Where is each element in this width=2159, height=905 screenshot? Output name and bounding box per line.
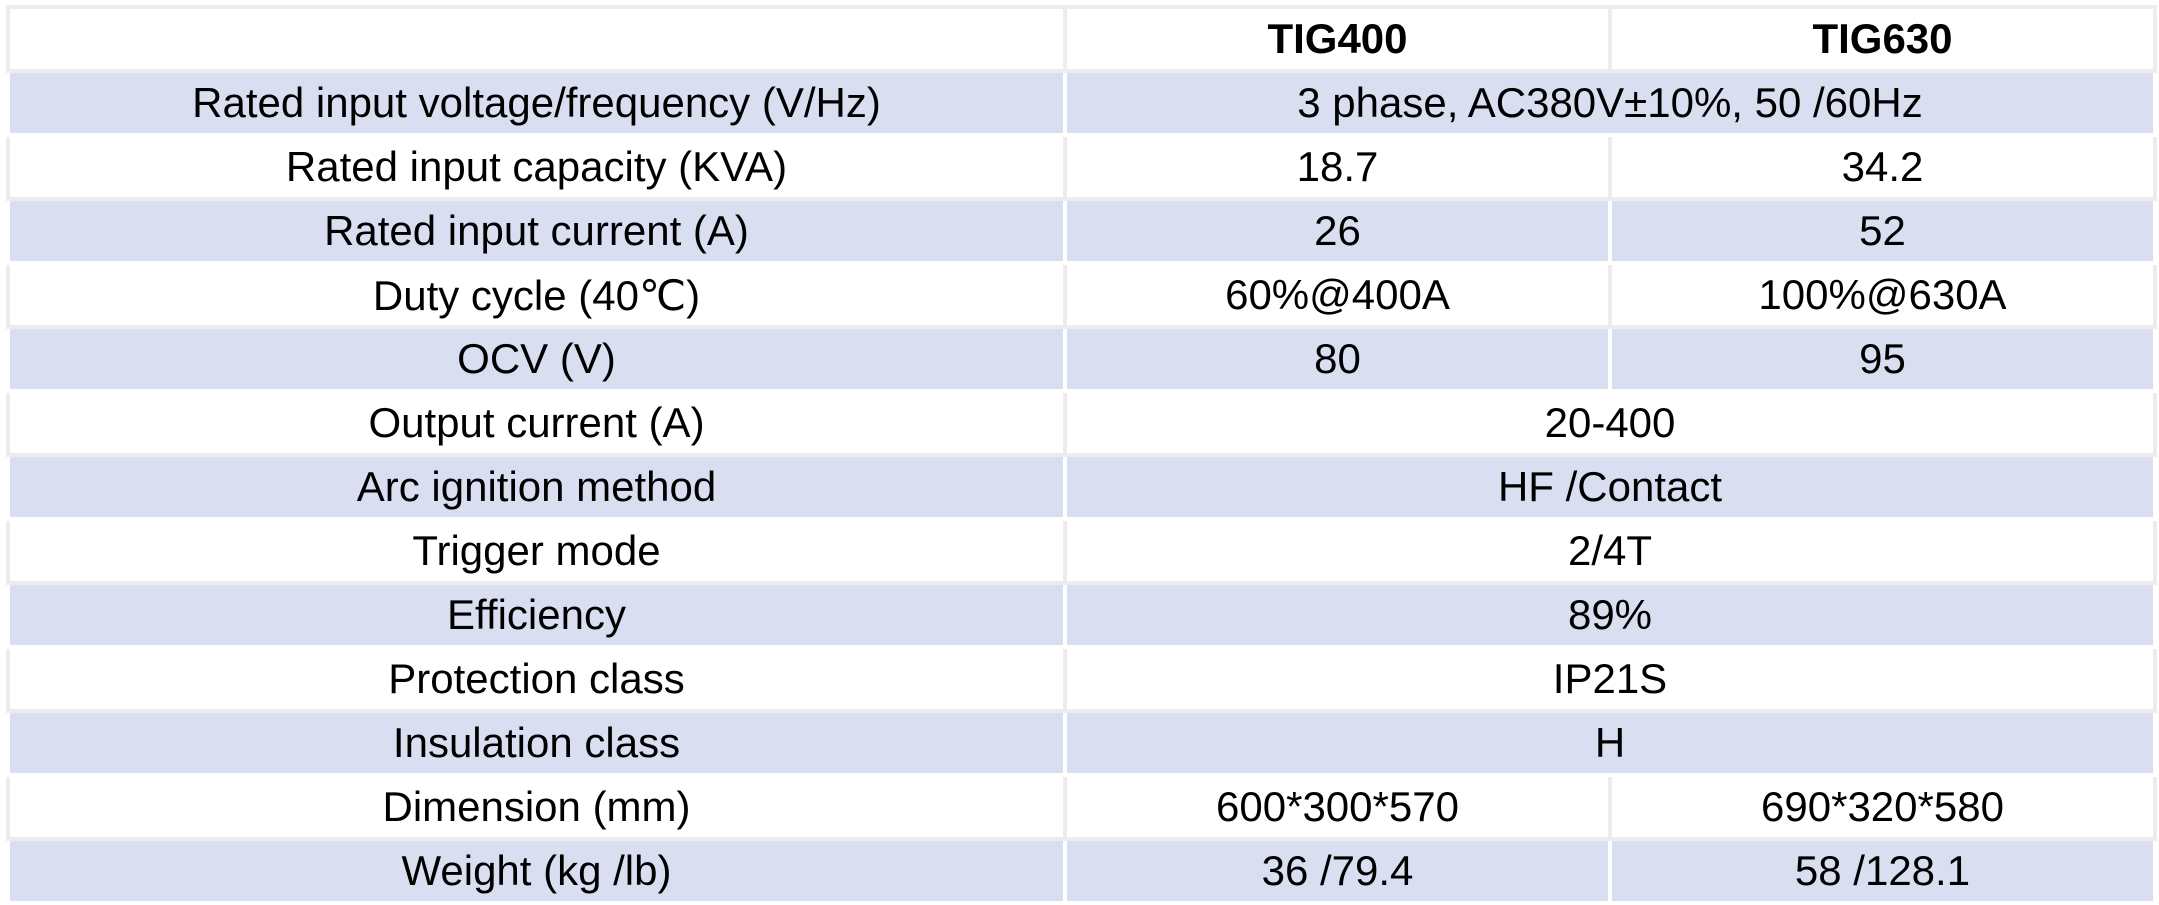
row-label-cell: Arc ignition method [6,453,1067,521]
row-tig630-value-cell: 58 /128.1 [1608,837,2157,905]
row-tig630-value-cell: 690*320*580 [1608,773,2157,841]
header-row: TIG400 TIG630 [6,5,2157,73]
table-row: Dimension (mm) 600*300*570 690*320*580 [6,773,2157,841]
row-label-cell: Trigger mode [6,517,1067,585]
row-label-cell: Weight (kg /lb) [6,837,1067,905]
spec-table-body: TIG400 TIG630 Rated input voltage/freque… [6,5,2157,905]
row-label-cell: Protection class [6,645,1067,713]
row-tig400-value-cell: 60%@400A [1063,261,1612,329]
table-row: Arc ignition method HF /Contact [6,453,2157,521]
table-row: Duty cycle (40℃) 60%@400A 100%@630A [6,261,2157,329]
row-label-cell: Rated input voltage/frequency (V/Hz) [6,69,1067,137]
row-shared-value-cell: H [1063,709,2157,777]
row-label-cell: OCV (V) [6,325,1067,393]
row-tig630-value-cell: 34.2 [1608,133,2157,201]
header-cell-tig400: TIG400 [1063,5,1612,73]
row-label-cell: Rated input capacity (KVA) [6,133,1067,201]
row-shared-value-cell: IP21S [1063,645,2157,713]
table-row: OCV (V) 80 95 [6,325,2157,393]
table-row: Protection class IP21S [6,645,2157,713]
row-label-cell: Efficiency [6,581,1067,649]
row-shared-value-cell: 2/4T [1063,517,2157,585]
row-tig630-value-cell: 95 [1608,325,2157,393]
row-shared-value-cell: HF /Contact [1063,453,2157,521]
row-label-cell: Output current (A) [6,389,1067,457]
header-cell-empty [6,5,1067,73]
row-tig400-value-cell: 18.7 [1063,133,1612,201]
table-row: Rated input capacity (KVA) 18.7 34.2 [6,133,2157,201]
row-tig630-value-cell: 100%@630A [1608,261,2157,329]
table-row: Insulation class H [6,709,2157,777]
table-row: Rated input current (A) 26 52 [6,197,2157,265]
row-shared-value-cell: 20-400 [1063,389,2157,457]
table-row: Efficiency 89% [6,581,2157,649]
table-row: Output current (A) 20-400 [6,389,2157,457]
row-tig630-value-cell: 52 [1608,197,2157,265]
row-shared-value-cell: 89% [1063,581,2157,649]
row-tig400-value-cell: 26 [1063,197,1612,265]
row-label-cell: Duty cycle (40℃) [6,261,1067,329]
row-label-cell: Dimension (mm) [6,773,1067,841]
row-label-cell: Insulation class [6,709,1067,777]
table-row: Trigger mode 2/4T [6,517,2157,585]
row-tig400-value-cell: 80 [1063,325,1612,393]
row-tig400-value-cell: 36 /79.4 [1063,837,1612,905]
row-label-cell: Rated input current (A) [6,197,1067,265]
header-cell-tig630: TIG630 [1608,5,2157,73]
table-row: Weight (kg /lb) 36 /79.4 58 /128.1 [6,837,2157,905]
row-tig400-value-cell: 600*300*570 [1063,773,1612,841]
table-row: Rated input voltage/frequency (V/Hz) 3 ph… [6,69,2157,137]
row-shared-value-cell: 3 phase, AC380V±10%, 50 /60Hz [1063,69,2157,137]
spec-table: TIG400 TIG630 Rated input voltage/freque… [6,5,2157,905]
